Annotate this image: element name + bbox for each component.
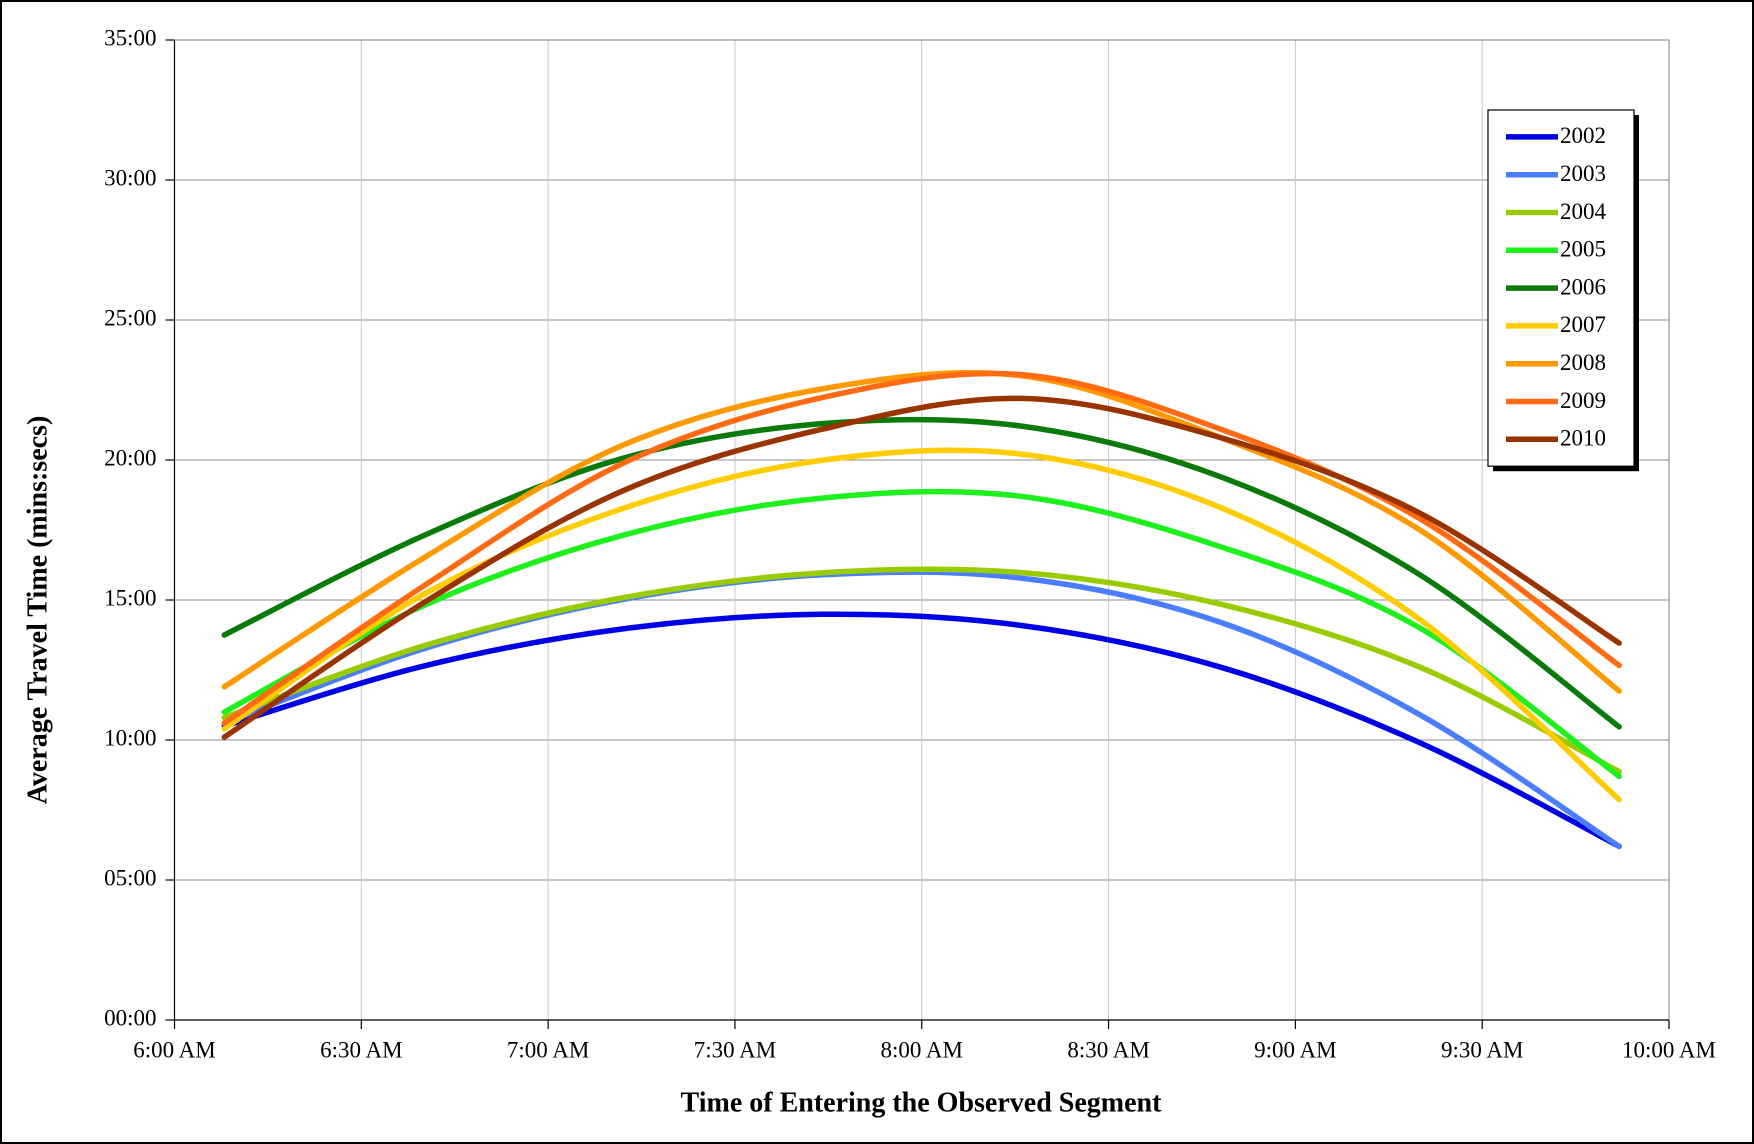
legend-label: 2010: [1560, 426, 1606, 451]
legend-label: 2006: [1560, 274, 1606, 299]
y-tick-label: 30:00: [104, 165, 156, 190]
legend-label: 2004: [1560, 199, 1607, 224]
y-tick-label: 20:00: [104, 445, 156, 470]
x-tick-label: 10:00 AM: [1622, 1037, 1716, 1062]
series-line: [221, 566, 1622, 775]
series-line: [221, 416, 1622, 730]
y-tick-label: 25:00: [104, 305, 156, 330]
x-tick-label: 9:00 AM: [1254, 1037, 1336, 1062]
series-line: [221, 369, 1622, 694]
y-tick-label: 05:00: [104, 865, 156, 890]
x-tick-label: 6:30 AM: [320, 1037, 402, 1062]
legend-label: 2002: [1560, 123, 1606, 148]
series-line: [221, 370, 1622, 726]
series-line: [221, 488, 1622, 780]
legend-label: 2005: [1560, 237, 1606, 262]
x-tick-label: 6:00 AM: [133, 1037, 215, 1062]
legend-label: 2003: [1560, 161, 1606, 186]
axes: 00:00 05:00 10:00 15:00 20:00 25:00 30:00 35:00…: [104, 25, 1716, 1062]
x-tick-label: 7:00 AM: [507, 1037, 589, 1062]
legend: 2002 2003 2004 2005 2006 2007 2008 2009 2010: [1487, 109, 1639, 472]
y-axis-title: Average Travel Time (mins:secs): [22, 416, 53, 805]
y-tick-label: 10:00: [104, 725, 156, 750]
x-axis-title: Time of Entering the Observed Segment: [681, 1087, 1163, 1118]
plot-lines: [221, 369, 1622, 850]
series-line: [221, 611, 1622, 850]
series-line: [221, 447, 1622, 803]
series-line: [221, 395, 1622, 740]
legend-label: 2007: [1560, 312, 1606, 337]
x-tick-label: 9:30 AM: [1441, 1037, 1523, 1062]
y-tick-label: 00:00: [104, 1005, 156, 1030]
y-tick-label: 15:00: [104, 585, 156, 610]
x-tick-label: 8:00 AM: [881, 1037, 963, 1062]
x-tick-label: 8:30 AM: [1067, 1037, 1149, 1062]
legend-label: 2008: [1560, 350, 1606, 375]
x-tick-label: 7:30 AM: [694, 1037, 776, 1062]
y-tick-label: 35:00: [104, 25, 156, 50]
legend-label: 2009: [1560, 388, 1606, 413]
